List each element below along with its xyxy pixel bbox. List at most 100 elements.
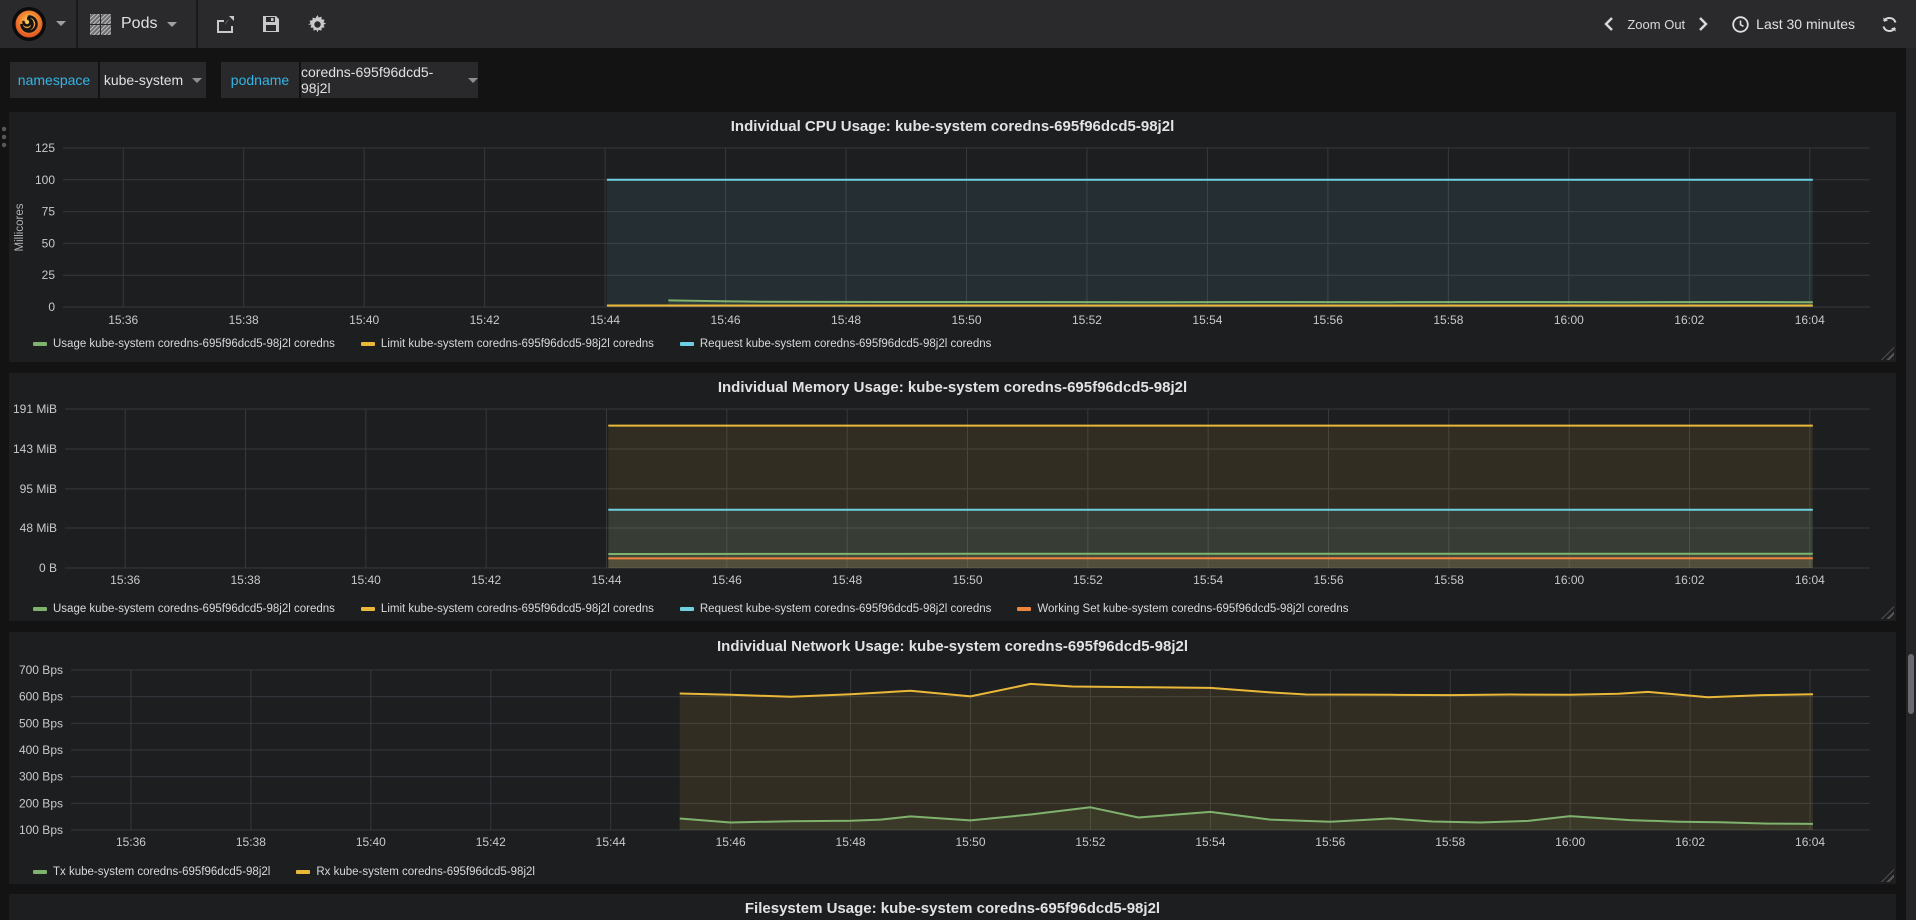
save-button[interactable]	[260, 13, 282, 35]
network-chart-canvas[interactable]: 100 Bps 200 Bps 300 Bps 400 Bps 500 Bps 600 B…	[9, 632, 1896, 884]
y-tick-label: 95 MiB	[20, 482, 57, 496]
y-tick-label: 400 Bps	[19, 743, 63, 757]
x-tick-label: 16:02	[1674, 313, 1704, 327]
refresh-button[interactable]	[1881, 16, 1898, 33]
network-legend: Tx kube-system coredns-695f96dcd5-98j2l R…	[33, 866, 535, 878]
x-tick-label: 15:52	[1073, 573, 1103, 587]
legend-swatch-icon	[679, 342, 694, 346]
x-tick-label: 16:00	[1554, 573, 1584, 587]
dashboard-grid-icon	[90, 13, 111, 35]
panel-cpu: Individual CPU Usage: kube-system coredn…	[9, 112, 1896, 362]
legend-label: Working Set kube-system coredns-695f96dc…	[1037, 603, 1349, 615]
x-tick-label: 15:40	[349, 313, 379, 327]
x-tick-label: 15:46	[712, 573, 742, 587]
chevron-down-icon	[468, 77, 478, 83]
legend-swatch-icon	[360, 607, 375, 611]
x-tick-label: 15:46	[716, 835, 746, 849]
panel-title-cpu[interactable]: Individual CPU Usage: kube-system coredn…	[730, 118, 1175, 135]
panel-title-network[interactable]: Individual Network Usage: kube-system co…	[717, 638, 1188, 655]
legend-item[interactable]: Tx kube-system coredns-695f96dcd5-98j2l	[33, 866, 270, 878]
panel-memory: Individual Memory Usage: kube-system cor…	[9, 373, 1896, 621]
dashboard-submenu: namespace kube-system podname coredns-69…	[0, 48, 1916, 110]
y-tick-label: 125	[35, 141, 55, 155]
memory-legend: Usage kube-system coredns-695f96dcd5-98j…	[33, 603, 1348, 615]
variable-select-namespace[interactable]: kube-system	[100, 62, 206, 98]
x-tick-label: 16:00	[1555, 835, 1585, 849]
y-tick-label: 600 Bps	[19, 690, 63, 704]
time-shift-forward-button[interactable]	[1699, 17, 1708, 31]
chevron-down-icon	[192, 77, 203, 83]
legend-item[interactable]: Limit kube-system coredns-695f96dcd5-98j…	[360, 338, 654, 350]
x-tick-label: 15:36	[116, 835, 146, 849]
legend-swatch-icon	[33, 607, 47, 611]
x-tick-label: 15:38	[229, 313, 259, 327]
panel-title-filesystem[interactable]: Filesystem Usage: kube-system coredns-69…	[744, 900, 1161, 917]
legend-item[interactable]: Request kube-system coredns-695f96dcd5-9…	[679, 338, 991, 350]
variable-label-podname: podname	[221, 62, 299, 98]
page-scrollbar[interactable]	[1906, 48, 1916, 920]
x-tick-label: 16:00	[1554, 313, 1584, 327]
y-axis-label: Millicores	[14, 203, 26, 251]
row-drag-handle[interactable]	[2, 126, 7, 150]
legend-item[interactable]: Limit kube-system coredns-695f96dcd5-98j…	[360, 603, 654, 615]
y-tick-label: 300 Bps	[19, 770, 63, 784]
dashboard-picker[interactable]: Pods	[76, 0, 198, 48]
legend-item[interactable]: Usage kube-system coredns-695f96dcd5-98j…	[33, 603, 335, 615]
legend-item[interactable]: Usage kube-system coredns-695f96dcd5-98j…	[33, 338, 335, 350]
x-tick-label: 15:56	[1315, 835, 1345, 849]
legend-item[interactable]: Working Set kube-system coredns-695f96dc…	[1017, 603, 1348, 615]
x-tick-label: 15:46	[711, 313, 741, 327]
cpu-chart-canvas[interactable]: 0 25 50 75 100 125 15:36 15:38 15:40 15:42 15:44 15…	[9, 112, 1896, 362]
legend-swatch-icon	[679, 607, 694, 611]
x-tick-label: 15:36	[108, 313, 138, 327]
x-tick-label: 15:58	[1433, 313, 1463, 327]
legend-label: Limit kube-system coredns-695f96dcd5-98j…	[380, 603, 654, 615]
y-tick-label: 0 B	[39, 561, 57, 575]
legend-label: Tx kube-system coredns-695f96dcd5-98j2l	[53, 866, 271, 878]
x-tick-label: 15:48	[832, 573, 862, 587]
share-button[interactable]	[214, 13, 236, 35]
x-tick-label: 15:42	[476, 835, 506, 849]
panel-filesystem: Filesystem Usage: kube-system coredns-69…	[9, 894, 1896, 920]
legend-label: Request kube-system coredns-695f96dcd5-9…	[699, 603, 992, 615]
series-line[interactable]	[668, 299, 1813, 304]
legend-swatch-icon	[296, 870, 311, 874]
cpu-legend: Usage kube-system coredns-695f96dcd5-98j…	[33, 338, 991, 350]
x-tick-label: 15:42	[471, 573, 501, 587]
grafana-logo	[12, 7, 46, 41]
series-line[interactable]	[679, 682, 1814, 699]
series-line[interactable]	[679, 806, 1814, 825]
y-tick-label: 500 Bps	[19, 716, 63, 730]
y-tick-label: 25	[42, 268, 56, 282]
grafana-menu-button[interactable]	[0, 0, 76, 48]
clock-icon	[1732, 15, 1749, 33]
time-range-label: Last 30 minutes	[1756, 16, 1855, 32]
x-tick-label: 15:48	[831, 313, 861, 327]
legend-swatch-icon	[33, 342, 47, 346]
memory-chart-canvas[interactable]: 0 B 48 MiB 95 MiB 143 MiB 191 MiB 15:36 15:38 1…	[9, 373, 1896, 621]
legend-item[interactable]: Rx kube-system coredns-695f96dcd5-98j2l	[296, 866, 535, 878]
x-tick-label: 15:56	[1313, 313, 1343, 327]
chevron-right-icon	[1699, 17, 1708, 31]
time-range-picker[interactable]: Last 30 minutes	[1732, 15, 1855, 33]
dashboard-title: Pods	[121, 15, 158, 32]
x-tick-label: 15:54	[1193, 573, 1223, 587]
x-tick-label: 15:52	[1075, 835, 1105, 849]
zoom-out-button[interactable]: Zoom Out	[1627, 16, 1686, 32]
y-tick-label: 191 MiB	[13, 402, 57, 416]
x-tick-label: 15:44	[590, 313, 620, 327]
panel-title-memory[interactable]: Individual Memory Usage: kube-system cor…	[717, 379, 1188, 396]
page-scrollbar-thumb[interactable]	[1908, 654, 1914, 714]
x-tick-label: 15:36	[110, 573, 140, 587]
settings-button[interactable]	[306, 13, 328, 35]
x-tick-label: 15:50	[955, 835, 985, 849]
y-tick-label: 75	[42, 205, 56, 219]
x-tick-label: 15:38	[236, 835, 266, 849]
time-shift-back-button[interactable]	[1604, 17, 1614, 31]
y-tick-label: 50	[42, 236, 56, 250]
x-tick-label: 16:02	[1674, 573, 1704, 587]
variable-select-podname[interactable]: coredns-695f96dcd5-98j2l	[301, 62, 478, 98]
legend-item[interactable]: Request kube-system coredns-695f96dcd5-9…	[679, 603, 992, 615]
y-tick-label: 200 Bps	[19, 796, 63, 810]
